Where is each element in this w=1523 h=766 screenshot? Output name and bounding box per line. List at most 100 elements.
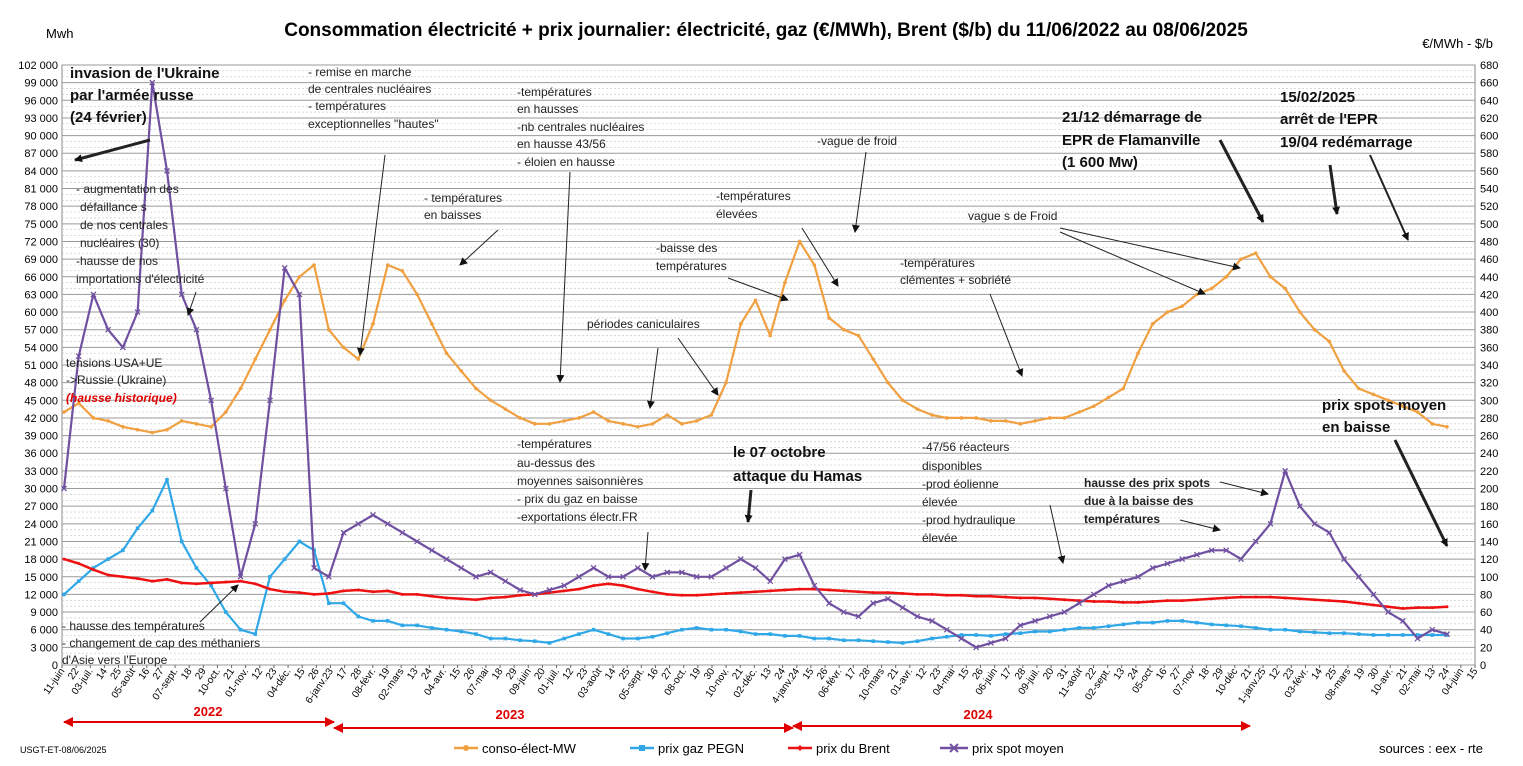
- froid-arrow-1: [1059, 227, 1241, 271]
- right-axis: 0 20 40 60 80 100 120 140 160 180 200 220 240 260 280 3…: [1480, 60, 1498, 672]
- brent-point: [1224, 596, 1228, 600]
- brent-point: [342, 589, 346, 593]
- spot-point: [1032, 617, 1038, 624]
- conso-point: [871, 357, 876, 361]
- y-tick-left: 51 000: [24, 360, 58, 372]
- brent-point: [768, 589, 772, 593]
- y-tick-right: 20: [1480, 642, 1492, 654]
- y-tick-left: 0: [52, 660, 58, 672]
- y-tick-left: 42 000: [24, 413, 58, 425]
- gaz-point: [194, 566, 199, 570]
- conso-point: [400, 269, 405, 273]
- conso-point: [1312, 327, 1317, 332]
- spot-point: [531, 591, 538, 598]
- left-axis: 0 3 000 6 000 9 000 12 000 15 000 18 000 21 000…: [18, 60, 58, 672]
- brent-point: [724, 592, 728, 596]
- brent-point: [312, 592, 316, 596]
- y-tick-left: 93 000: [24, 113, 58, 125]
- year-ranges: 2022 2023 2024: [63, 704, 1251, 733]
- brent-point: [577, 587, 581, 591]
- y-tick-right: 420: [1480, 289, 1498, 301]
- spot-point: [164, 167, 170, 174]
- brent-point: [871, 591, 875, 595]
- gaz-point: [1430, 633, 1435, 637]
- annotation-arrows: [74, 138, 1449, 623]
- y-tick-left: 33 000: [24, 466, 58, 478]
- gaz-point: [1209, 622, 1214, 627]
- gaz-point: [415, 623, 419, 628]
- gaz-point: [1106, 624, 1111, 628]
- conso-point: [62, 410, 66, 414]
- gaz-point: [1150, 620, 1155, 625]
- temp-elevees-note: -températures élevées: [716, 189, 794, 221]
- y-tick-left: 57 000: [24, 325, 58, 337]
- spot-point: [90, 291, 97, 298]
- x-tick-label: 17: [999, 666, 1015, 682]
- gaz-point: [709, 627, 714, 632]
- hausse-temp-note: - hausse des températures - changement d…: [62, 619, 263, 667]
- spot-point: [325, 573, 332, 580]
- gaz-point: [488, 636, 493, 641]
- spot-point: [1120, 578, 1127, 585]
- brent-point: [636, 587, 640, 591]
- redemarrage-arrow: [1369, 154, 1409, 241]
- conso-point: [1033, 419, 1037, 423]
- brent-point: [253, 582, 257, 586]
- spot-point: [855, 613, 862, 620]
- gaz-point: [400, 623, 405, 628]
- spot-point: [1296, 503, 1303, 510]
- conso-point: [709, 413, 714, 417]
- temp-clementes-note: -températures clémentes + sobriété: [900, 256, 1011, 287]
- spot-point: [664, 569, 671, 576]
- brent-point: [739, 591, 743, 595]
- spot-point: [178, 291, 185, 298]
- temp-dessus-note: -températures au-dessus des moyennes sai…: [517, 437, 646, 524]
- conso-point: [1195, 292, 1199, 297]
- conso-point: [1018, 422, 1023, 426]
- spot-point: [987, 639, 994, 646]
- gaz-point: [253, 632, 258, 636]
- x-tick-label: 20: [1041, 666, 1057, 682]
- invasion-note: invasion de l'Ukraine par l'armée russe …: [70, 65, 224, 126]
- y-tick-right: 60: [1480, 607, 1492, 619]
- conso-point: [385, 263, 390, 267]
- spot-point: [1444, 631, 1450, 638]
- conso-point: [503, 407, 508, 411]
- conso-point: [533, 422, 537, 426]
- y-tick-right: 380: [1480, 325, 1498, 337]
- brent-point: [856, 590, 860, 594]
- brent-point: [1107, 599, 1111, 603]
- conso-point: [1062, 416, 1067, 420]
- conso-point: [356, 357, 361, 361]
- gaz-point: [1253, 626, 1258, 630]
- x-tick-label: 16: [646, 666, 662, 682]
- conso-point: [812, 263, 817, 267]
- x-tick-label: 16: [137, 666, 153, 682]
- brent-point: [1195, 598, 1199, 602]
- reacteurs-note: -47/56 réacteurs disponibles -prod éolie…: [922, 440, 1019, 545]
- gaz-point: [665, 631, 670, 636]
- y-tick-left: 15 000: [24, 572, 58, 584]
- brent-point: [901, 592, 905, 596]
- spot-point: [546, 587, 553, 593]
- gaz-point: [1386, 633, 1390, 637]
- conso-point: [1209, 286, 1214, 291]
- gaz-point: [1342, 631, 1346, 636]
- gaz-point: [1180, 619, 1184, 623]
- x-tick-label: 15: [1465, 666, 1481, 682]
- x-tick-label: 13: [1112, 666, 1128, 682]
- gaz-point: [562, 636, 567, 641]
- y-tick-left: 48 000: [24, 378, 58, 390]
- gaz-point: [886, 640, 890, 644]
- brent-point: [974, 594, 978, 598]
- spot-point: [443, 556, 450, 563]
- conso-point: [297, 274, 302, 279]
- brent-point: [489, 596, 493, 600]
- spot-point: [899, 604, 906, 611]
- brent-point: [1313, 598, 1317, 602]
- clementes-arrow: [989, 293, 1024, 377]
- conso-point: [606, 419, 611, 423]
- conso-point: [562, 419, 567, 423]
- gaz-point: [268, 574, 272, 579]
